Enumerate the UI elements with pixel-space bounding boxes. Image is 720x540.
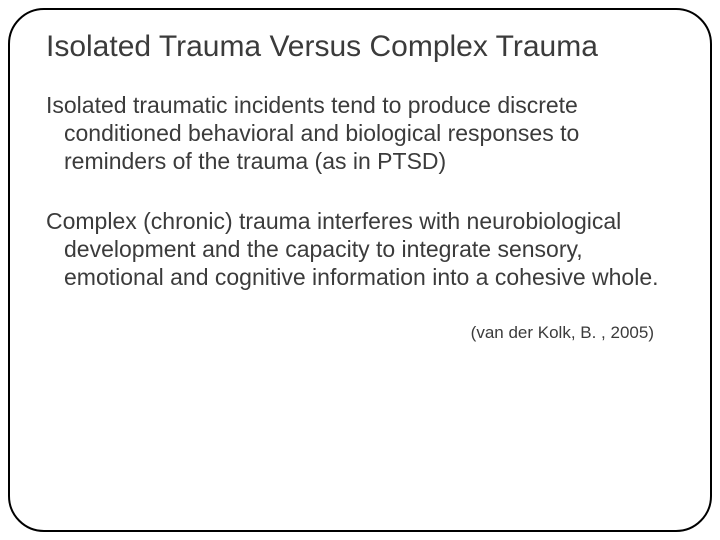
slide-frame: Isolated Trauma Versus Complex Trauma Is… <box>8 8 712 532</box>
paragraph-isolated: Isolated traumatic incidents tend to pro… <box>46 91 680 175</box>
paragraph-complex: Complex (chronic) trauma interferes with… <box>46 207 680 291</box>
citation: (van der Kolk, B. , 2005) <box>46 323 680 344</box>
slide-body: Isolated traumatic incidents tend to pro… <box>46 91 680 344</box>
slide-title: Isolated Trauma Versus Complex Trauma <box>46 30 680 65</box>
